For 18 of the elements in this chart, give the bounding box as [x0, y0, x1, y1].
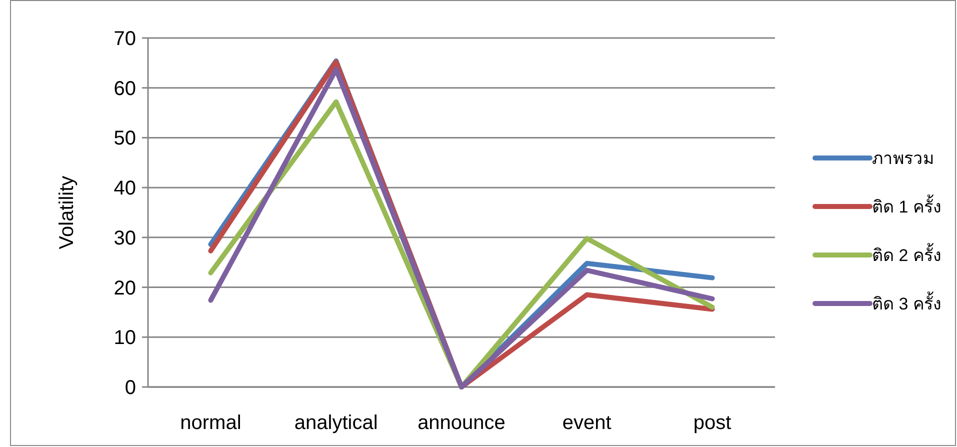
y-tick-label: 30 [114, 227, 136, 250]
x-tick-label: announce [418, 412, 506, 434]
y-tick-label: 60 [114, 78, 136, 100]
y-tick-label: 20 [114, 277, 136, 300]
y-axis-title: Volatility [56, 176, 78, 250]
x-tick-label: normal [180, 412, 242, 434]
legend-label: ติด 1 ครั้ง [872, 194, 941, 216]
y-tick-label: 50 [114, 128, 136, 150]
legend-label: ติด 2 ครั้ง [872, 243, 941, 265]
y-tick-label: 70 [114, 28, 136, 50]
legend-label: ภาพรวม [872, 149, 934, 168]
x-tick-label: event [562, 412, 612, 434]
legend-label: ติด 3 ครั้ง [872, 292, 941, 314]
y-tick-label: 10 [114, 327, 136, 350]
y-tick-label: 40 [114, 178, 136, 200]
x-tick-label: post [693, 412, 732, 434]
x-tick-label: analytical [294, 412, 378, 434]
y-tick-label: 0 [124, 377, 136, 399]
